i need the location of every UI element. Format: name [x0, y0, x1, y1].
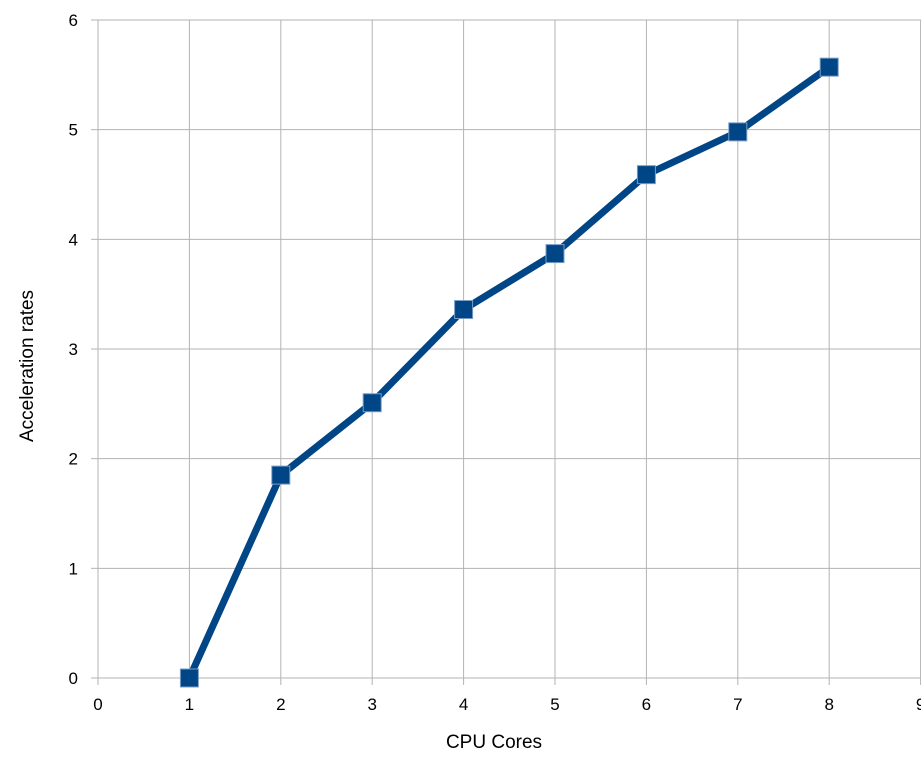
- data-point-marker: [362, 393, 382, 413]
- data-point-marker: [454, 300, 474, 320]
- x-tick-label: 4: [459, 695, 468, 714]
- data-point-marker: [728, 122, 748, 142]
- data-point-marker: [271, 465, 291, 485]
- y-tick-label: 5: [69, 121, 78, 140]
- x-axis-title: CPU Cores: [446, 732, 542, 753]
- x-tick-label: 7: [733, 695, 742, 714]
- x-tick-label: 0: [93, 695, 102, 714]
- x-tick-label: 1: [185, 695, 194, 714]
- x-tick-label: 2: [276, 695, 285, 714]
- y-tick-label: 6: [69, 11, 78, 30]
- y-tick-label: 1: [69, 559, 78, 578]
- y-tick-label: 3: [69, 340, 78, 359]
- y-tick-label: 2: [69, 450, 78, 469]
- x-tick-label: 9: [916, 695, 921, 714]
- x-tick-label: 6: [642, 695, 651, 714]
- y-tick-label: 0: [69, 669, 78, 688]
- x-tick-label: 8: [824, 695, 833, 714]
- data-point-marker: [545, 244, 565, 264]
- tick-labels: 0 1 2 3 4 5 6 0 1 2 3 4 5 6 7 8 9: [69, 11, 921, 714]
- y-tick-label: 4: [69, 230, 78, 249]
- x-tick-label: 5: [550, 695, 559, 714]
- data-point-marker: [179, 668, 199, 688]
- y-axis-title: Acceleration rates: [17, 290, 38, 442]
- data-series: [179, 57, 839, 688]
- data-point-marker: [636, 165, 656, 185]
- axes: [91, 19, 921, 685]
- x-tick-label: 3: [367, 695, 376, 714]
- data-point-marker: [819, 57, 839, 77]
- series-line: [185, 63, 833, 682]
